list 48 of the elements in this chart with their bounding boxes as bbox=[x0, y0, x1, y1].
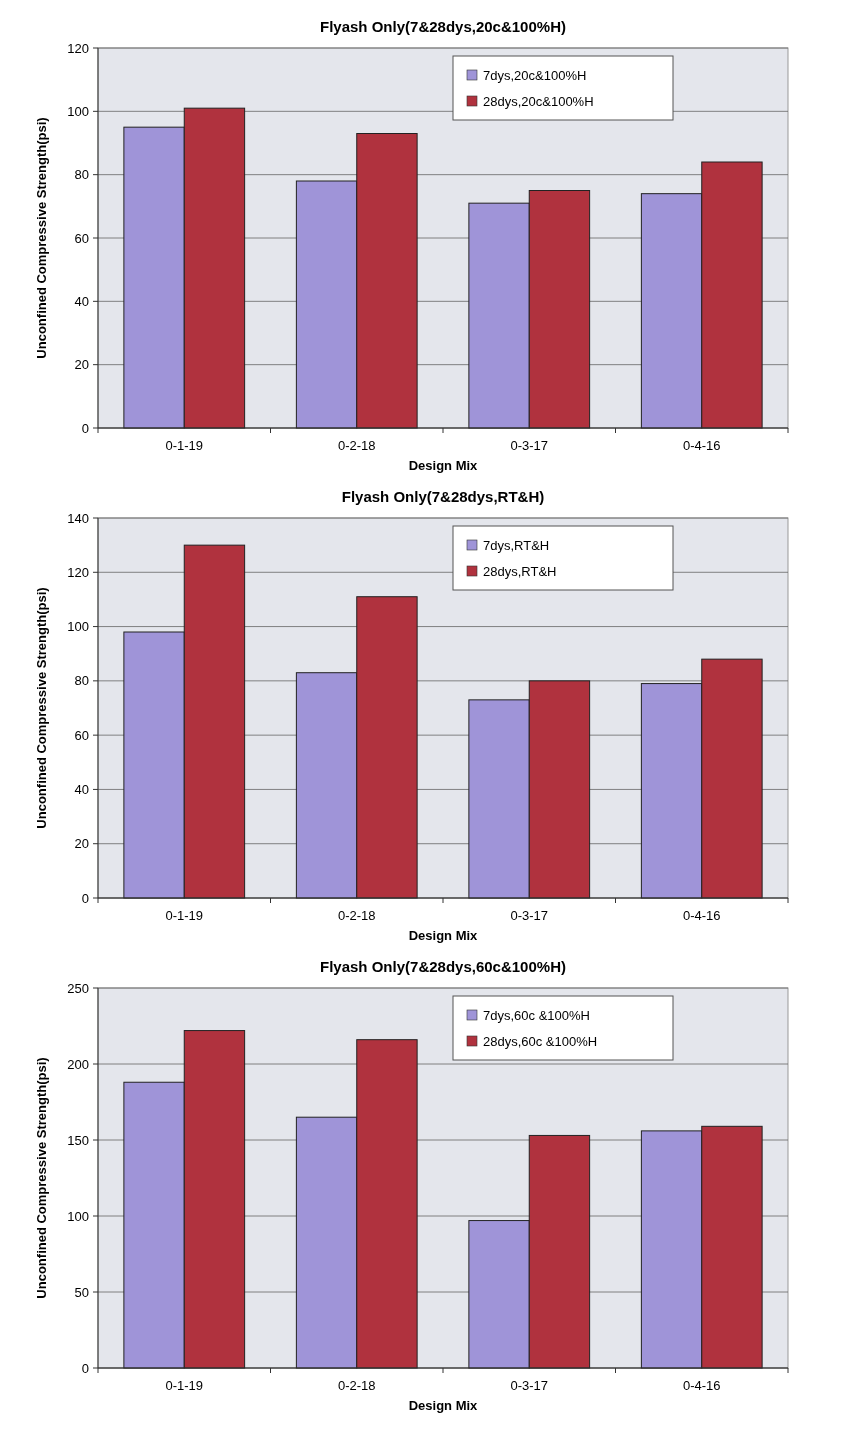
legend-label: 7dys,60c &100%H bbox=[483, 1007, 590, 1023]
y-tick-label: 60 bbox=[74, 230, 89, 246]
y-tick-label: 100 bbox=[67, 619, 89, 635]
y-axis-title: Unconfined Compressive Strength(psi) bbox=[34, 587, 49, 829]
y-tick-label: 200 bbox=[67, 1056, 89, 1072]
y-tick-label: 100 bbox=[67, 1208, 89, 1224]
legend-label: 28dys,20c&100%H bbox=[483, 93, 594, 109]
y-tick-label: 150 bbox=[67, 1132, 89, 1148]
y-tick-label: 0 bbox=[81, 1360, 89, 1376]
x-tick-label: 0-4-16 bbox=[682, 1378, 721, 1393]
x-tick-label: 0-2-18 bbox=[337, 1378, 376, 1393]
y-tick-label: 60 bbox=[74, 727, 89, 743]
x-tick-label: 0-4-16 bbox=[682, 438, 721, 453]
legend-label: 7dys,RT&H bbox=[483, 537, 550, 553]
y-axis-title: Unconfined Compressive Strength(psi) bbox=[34, 117, 49, 359]
y-tick-label: 0 bbox=[81, 420, 89, 436]
x-tick-label: 0-2-18 bbox=[337, 438, 376, 453]
chart-title: Flyash Only(7&28dys,60c&100%H) bbox=[320, 958, 566, 975]
y-tick-label: 40 bbox=[74, 293, 89, 309]
x-tick-label: 0-2-18 bbox=[337, 908, 376, 923]
x-axis-title: Design Mix bbox=[408, 928, 479, 943]
x-tick-label: 0-3-17 bbox=[510, 1378, 549, 1393]
x-tick-label: 0-1-19 bbox=[165, 908, 204, 923]
y-tick-label: 120 bbox=[67, 564, 89, 580]
y-tick-label: 80 bbox=[74, 673, 89, 689]
x-axis-title: Design Mix bbox=[408, 1398, 479, 1413]
x-tick-label: 0-1-19 bbox=[165, 1378, 204, 1393]
y-tick-label: 50 bbox=[74, 1284, 89, 1300]
y-tick-label: 20 bbox=[74, 836, 89, 852]
y-tick-label: 80 bbox=[74, 167, 89, 183]
x-tick-label: 0-1-19 bbox=[165, 438, 204, 453]
chart-title: Flyash Only(7&28dys,20c&100%H) bbox=[320, 18, 566, 35]
y-tick-label: 0 bbox=[81, 890, 89, 906]
legend-label: 28dys,60c &100%H bbox=[483, 1033, 598, 1049]
x-axis-title: Design Mix bbox=[408, 458, 479, 473]
y-tick-label: 250 bbox=[67, 980, 89, 996]
legend-label: 7dys,20c&100%H bbox=[483, 67, 587, 83]
y-tick-label: 120 bbox=[67, 40, 89, 56]
x-tick-label: 0-3-17 bbox=[510, 908, 549, 923]
chart-title: Flyash Only(7&28dys,RT&H) bbox=[341, 488, 545, 505]
y-axis-title: Unconfined Compressive Strength(psi) bbox=[34, 1057, 49, 1299]
y-tick-label: 140 bbox=[67, 510, 89, 526]
x-tick-label: 0-4-16 bbox=[682, 908, 721, 923]
legend-label: 28dys,RT&H bbox=[483, 563, 557, 579]
y-tick-label: 40 bbox=[74, 781, 89, 797]
x-tick-label: 0-3-17 bbox=[510, 438, 549, 453]
y-tick-label: 100 bbox=[67, 103, 89, 119]
y-tick-label: 20 bbox=[74, 357, 89, 373]
